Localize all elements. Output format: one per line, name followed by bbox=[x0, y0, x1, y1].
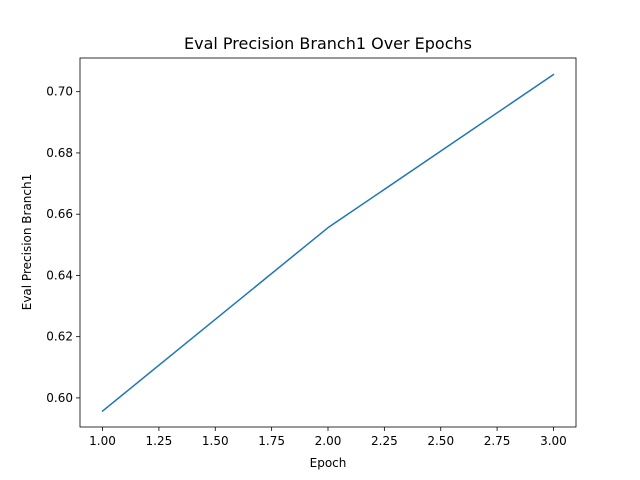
x-tick-label: 1.50 bbox=[202, 434, 229, 448]
y-tick-label: 0.62 bbox=[46, 330, 73, 344]
x-tick-label: 2.25 bbox=[371, 434, 398, 448]
y-axis: 0.60 0.62 0.64 0.66 0.68 0.70 bbox=[46, 85, 80, 405]
y-tick-label: 0.66 bbox=[46, 207, 73, 221]
x-tick-label: 2.75 bbox=[484, 434, 511, 448]
chart-title: Eval Precision Branch1 Over Epochs bbox=[184, 34, 472, 53]
x-tick-label: 2.00 bbox=[315, 434, 342, 448]
x-axis-label: Epoch bbox=[310, 456, 347, 470]
x-tick-label: 2.50 bbox=[427, 434, 454, 448]
y-axis-label: Eval Precision Branch1 bbox=[20, 174, 34, 311]
y-tick-label: 0.64 bbox=[46, 268, 73, 282]
x-tick-label: 3.00 bbox=[540, 434, 567, 448]
y-tick-label: 0.70 bbox=[46, 85, 73, 99]
x-axis: 1.00 1.25 1.50 1.75 2.00 2.25 2.50 2.75 3.00 bbox=[89, 427, 567, 448]
y-tick-label: 0.60 bbox=[46, 391, 73, 405]
x-tick-label: 1.75 bbox=[258, 434, 285, 448]
x-tick-label: 1.00 bbox=[89, 434, 116, 448]
plot-area bbox=[79, 57, 577, 428]
x-tick-label: 1.25 bbox=[146, 434, 173, 448]
y-tick-label: 0.68 bbox=[46, 146, 73, 160]
series-line-0 bbox=[101, 73, 555, 413]
axes-frame bbox=[79, 57, 577, 428]
